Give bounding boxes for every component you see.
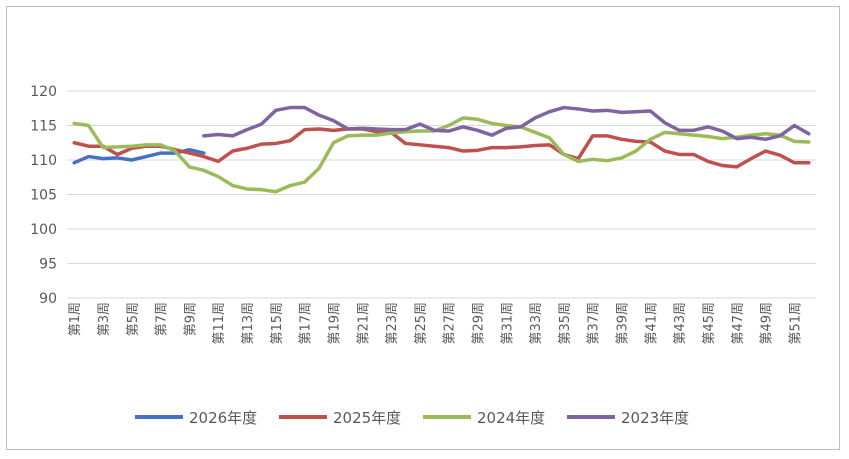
legend-label-3: 2023年度 <box>621 409 689 427</box>
y-tick-label: 120 <box>30 84 57 100</box>
x-tick-label: 第33周 <box>529 302 544 345</box>
x-tick-label: 第29周 <box>472 302 487 345</box>
x-tick-label: 第17周 <box>299 302 314 345</box>
x-tick-label: 第51周 <box>788 302 803 345</box>
legend-label-2: 2024年度 <box>477 409 545 427</box>
x-tick-label: 第45周 <box>702 302 717 345</box>
x-tick-label: 第5周 <box>126 302 141 336</box>
x-axis: 第1周 第3周 第5周 第7周 第9周 第11周 第13周 第15周 第17周 第19周 第21周第… <box>68 302 803 345</box>
x-tick-label: 第27周 <box>443 302 458 345</box>
gridlines <box>67 90 816 299</box>
x-tick-label: 第15周 <box>270 302 285 345</box>
y-tick-label: 105 <box>30 188 57 204</box>
y-tick-label: 90 <box>39 291 57 307</box>
x-tick-label: 第13周 <box>241 302 256 345</box>
x-tick-label: 第39周 <box>616 302 631 345</box>
x-tick-label: 第43周 <box>673 302 688 345</box>
x-tick-label: 第31周 <box>500 302 515 345</box>
y-tick-label: 110 <box>30 153 57 169</box>
series-line-1 <box>72 127 811 169</box>
x-tick-label: 第47周 <box>731 302 746 345</box>
x-tick-label: 第3周 <box>97 302 112 336</box>
x-tick-label: 第9周 <box>183 302 198 336</box>
y-tick-label: 95 <box>39 257 57 273</box>
x-tick-label: 第25周 <box>414 302 429 345</box>
x-tick-label: 第11周 <box>212 302 227 345</box>
chart-frame <box>6 6 840 450</box>
legend-label-1: 2025年度 <box>333 409 401 427</box>
x-tick-label: 第35周 <box>558 302 573 345</box>
legend: 2026年度 2025年度 2024年度 2023年度 <box>135 409 689 427</box>
x-tick-label: 第41周 <box>644 302 659 345</box>
series-lines <box>72 105 811 194</box>
legend-label-0: 2026年度 <box>189 409 257 427</box>
x-tick-label: 第1周 <box>68 302 83 336</box>
y-tick-label: 100 <box>30 222 57 238</box>
series-line-3 <box>202 105 811 142</box>
series-line-2 <box>72 116 811 194</box>
x-tick-label: 第23周 <box>385 302 400 345</box>
x-tick-label: 第7周 <box>155 302 170 336</box>
x-tick-label: 第19周 <box>327 302 342 345</box>
x-tick-label: 第21周 <box>356 302 371 345</box>
y-tick-label: 115 <box>30 119 57 135</box>
x-tick-label: 第37周 <box>587 302 602 345</box>
y-axis: 90 95 100 105 110 115 120 <box>30 84 57 307</box>
x-tick-label: 第49周 <box>760 302 775 345</box>
